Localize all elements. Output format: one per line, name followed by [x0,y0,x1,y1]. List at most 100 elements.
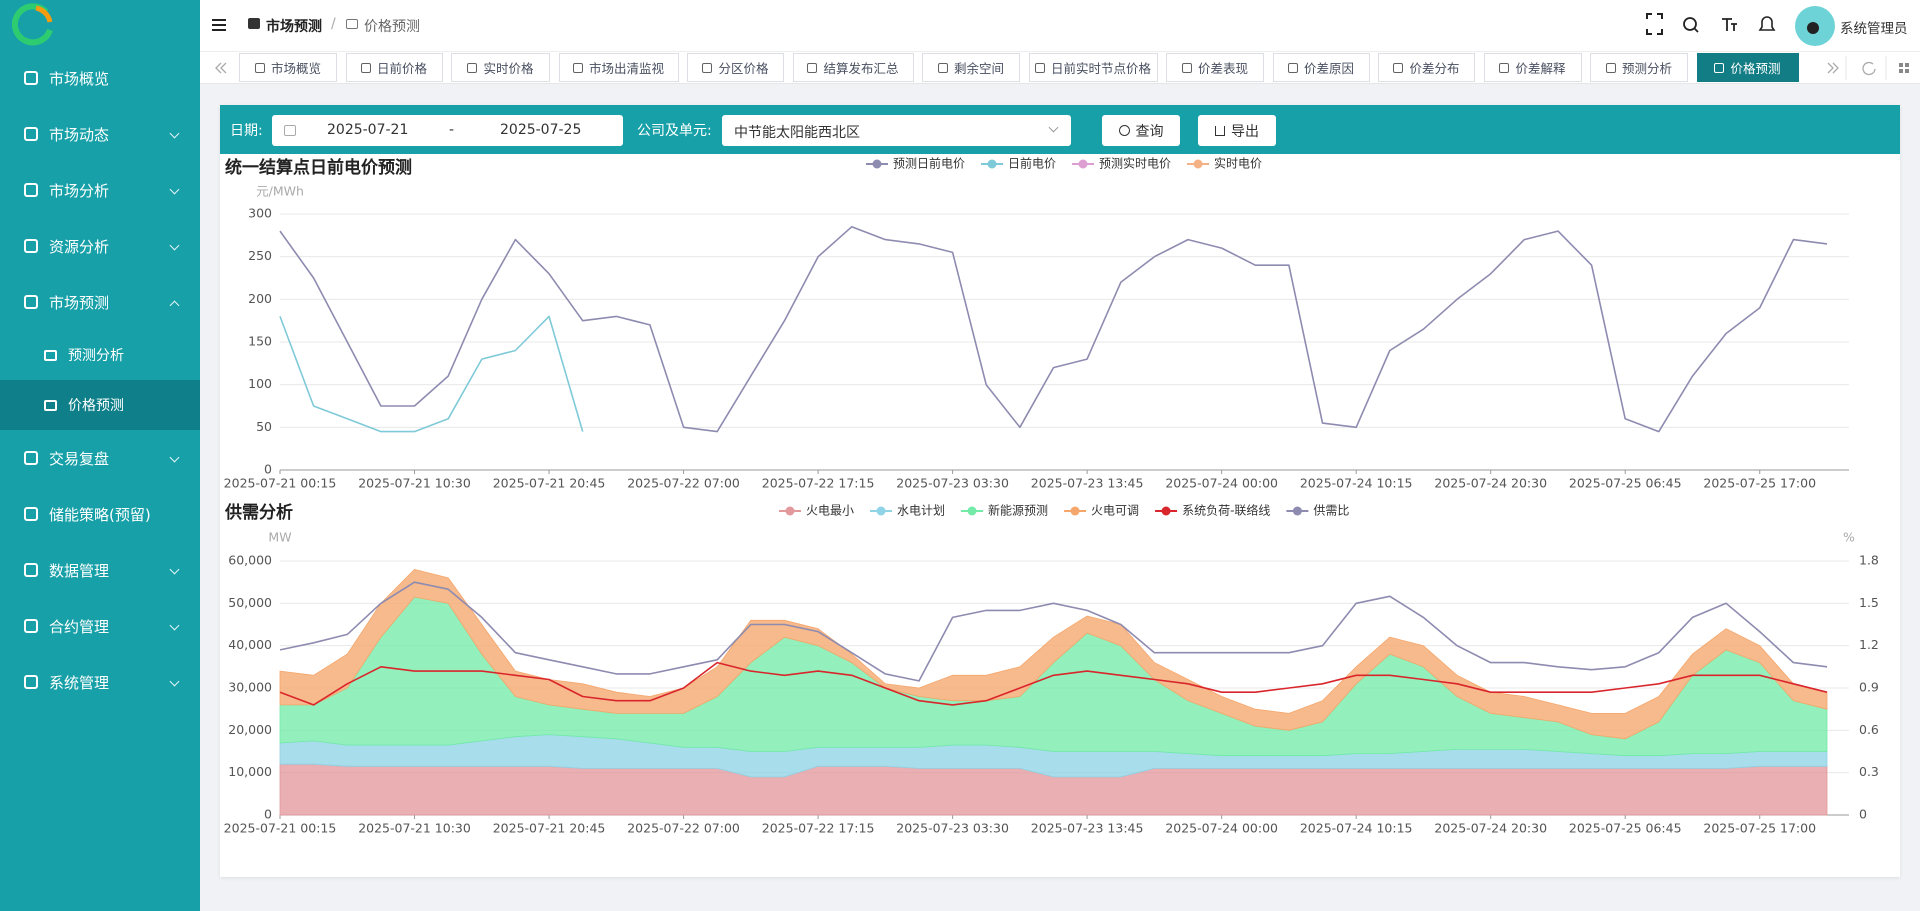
legend-item[interactable]: 水电计划 [870,504,945,518]
series-line [279,226,1828,433]
x-tick-label: 2025-07-25 17:00 [1703,476,1816,491]
tab[interactable]: 日前实时节点价格 [1028,53,1158,82]
legend-label: 预测实时电价 [1099,156,1171,171]
sidebar: 市场概览 市场动态 市场分析 资源分析 市场预测 预测分析 价格预测 交易复盘 … [0,0,200,911]
legend-label: 水电计划 [897,504,945,518]
user-name[interactable]: 系统管理员 [1840,21,1908,37]
x-tick-label: 2025-07-22 07:00 [627,821,740,836]
legend-icon [785,506,795,516]
tab[interactable]: 价差解释 [1483,53,1582,82]
tab-label: 剩余空间 [953,61,1004,76]
tab[interactable]: 结算发布汇总 [792,53,914,82]
header: 市场预测 / 价格预测 系统管理员 [200,0,1920,52]
menu-item[interactable]: 市场动态 [0,106,200,162]
fullscreen-icon[interactable] [1646,13,1663,35]
unit-label: 公司及单元: [637,122,712,139]
tab[interactable]: 预测分析 [1590,53,1688,82]
tab[interactable]: 价差表现 [1166,53,1264,82]
y2-tick-label: 1.2 [1859,637,1879,652]
legend-icon [1292,506,1302,516]
tab[interactable]: 市场概览 [239,53,337,82]
series-line [279,315,584,433]
tab[interactable]: 剩余空间 [922,53,1020,82]
legend-icon [876,506,886,516]
unit-select[interactable]: 中节能太阳能西北区 [722,115,1071,146]
tab[interactable]: 价差分布 [1378,53,1475,82]
y-axis-unit: 元/MWh [256,184,304,199]
tab-label: 价格预测 [1730,61,1781,76]
menu-label: 预测分析 [68,348,124,364]
breadcrumb[interactable]: 市场预测 [266,19,322,35]
tab[interactable]: 日前价格 [345,53,443,82]
breadcrumb-sep: / [331,16,336,32]
legend-item[interactable]: 日前电价 [981,156,1056,171]
search-icon[interactable] [1683,17,1697,31]
button-label: 查询 [1135,123,1164,140]
legend-item[interactable]: 系统负荷-联络线 [1155,503,1270,518]
menu-item[interactable]: 市场概览 [0,50,200,106]
legend-label: 系统负荷-联络线 [1182,503,1270,518]
legend-icon [967,506,977,516]
export-button[interactable]: 导出 [1198,115,1276,146]
y-tick-label: 50 [256,419,272,434]
legend-item[interactable]: 火电最小 [779,504,854,518]
legend-item[interactable]: 预测日前电价 [866,156,965,171]
menu-item[interactable]: 储能策略(预留) [0,486,200,542]
menu-item[interactable]: 资源分析 [0,218,200,274]
legend-item[interactable]: 实时电价 [1187,156,1262,171]
x-tick-label: 2025-07-24 20:30 [1434,476,1547,491]
tab-scroll-left[interactable] [210,52,230,84]
query-button[interactable]: 查询 [1102,115,1180,146]
series-line [279,581,1828,682]
submenu-item[interactable]: 价格预测 [0,380,200,430]
logo [11,3,53,46]
legend-label: 火电可调 [1091,504,1139,518]
menu-item[interactable]: 系统管理 [0,654,200,710]
menu-item[interactable]: 数据管理 [0,542,200,598]
date-range[interactable]: 2025-07-21 - 2025-07-25 [272,115,623,146]
tab[interactable]: 市场出清监视 [558,53,679,82]
menu-label: 交易复盘 [49,449,110,468]
x-tick-label: 2025-07-23 13:45 [1031,476,1144,491]
x-tick-label: 2025-07-24 10:15 [1300,821,1413,836]
menu-item[interactable]: 市场预测 [0,274,200,330]
menu-item[interactable]: 合约管理 [0,598,200,654]
legend-icon [1161,506,1171,516]
breadcrumb-icon [346,19,358,29]
bell-icon[interactable] [1758,16,1776,31]
y2-tick-label: 1.5 [1859,595,1879,610]
tab-bar: 市场概览 日前价格 实时价格 市场出清监视 分区价格 结算发布汇总 剩余空间 日前实时节点价格… [200,52,1920,84]
submenu-item[interactable]: 预测分析 [0,330,200,380]
menu-label: 市场动态 [49,125,110,144]
legend-item[interactable]: 新能源预测 [961,503,1048,518]
menu-toggle[interactable] [212,19,228,33]
x-tick-label: 2025-07-23 03:30 [896,821,1009,836]
x-tick-label: 2025-07-21 00:15 [224,476,337,491]
menu-item[interactable]: 交易复盘 [0,430,200,486]
font-size-icon[interactable] [1722,18,1737,31]
legend-item[interactable]: 供需比 [1286,504,1349,518]
tab-label: 预测分析 [1621,61,1672,76]
menu-item[interactable]: 市场分析 [0,162,200,218]
tab[interactable]: 实时价格 [451,53,550,82]
menu-label: 市场预测 [49,293,110,312]
tab-label: 日前价格 [376,61,427,76]
y-tick-label: 0 [264,807,272,822]
x-tick-label: 2025-07-24 20:30 [1434,821,1547,836]
x-tick-label: 2025-07-21 00:15 [224,821,337,836]
legend-item[interactable]: 火电可调 [1064,504,1139,518]
tab[interactable]: 价格预测 [1696,53,1799,82]
menu-label: 系统管理 [49,673,110,692]
tab[interactable]: 分区价格 [687,53,784,82]
series-line [279,661,1828,706]
y-tick-label: 20,000 [228,722,272,737]
y-tick-label: 100 [248,376,272,391]
tab-label: 价差分布 [1409,61,1460,76]
menu-label: 储能策略(预留) [49,505,151,524]
tab-label: 价差解释 [1515,61,1566,76]
legend-item[interactable]: 预测实时电价 [1072,156,1171,171]
menu-label: 市场分析 [49,181,110,200]
tab-tools [1827,56,1909,80]
tab[interactable]: 价差原因 [1272,53,1370,82]
